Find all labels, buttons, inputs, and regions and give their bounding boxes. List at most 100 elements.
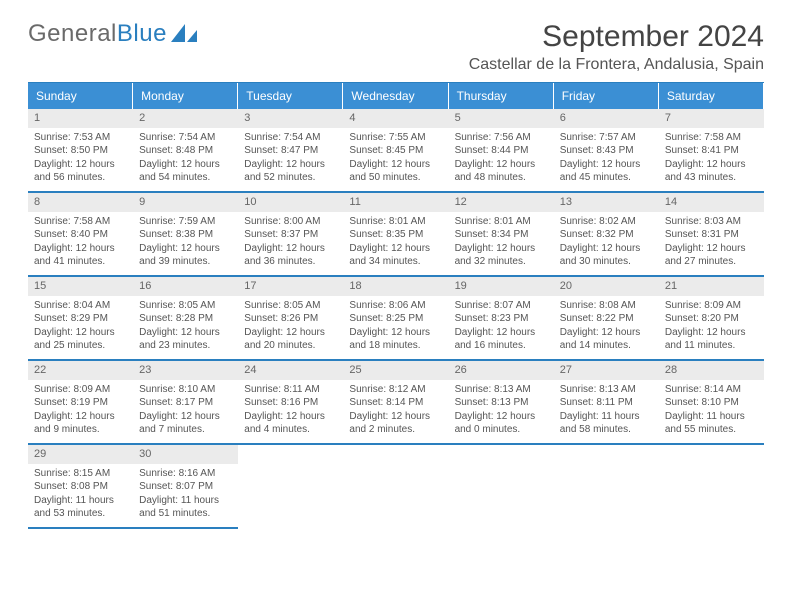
sunset-text: Sunset: 8:19 PM [34,396,127,410]
day-number: 9 [133,193,238,212]
daylight-line1: Daylight: 12 hours [139,410,232,424]
sunset-text: Sunset: 8:40 PM [34,228,127,242]
sunrise-text: Sunrise: 7:54 AM [244,131,337,145]
calendar-cell: 14Sunrise: 8:03 AMSunset: 8:31 PMDayligh… [659,193,764,277]
calendar-cell: 12Sunrise: 8:01 AMSunset: 8:34 PMDayligh… [449,193,554,277]
cell-body: Sunrise: 8:13 AMSunset: 8:11 PMDaylight:… [554,382,659,441]
calendar-cell: 24Sunrise: 8:11 AMSunset: 8:16 PMDayligh… [238,361,343,445]
sunrise-text: Sunrise: 8:05 AM [139,299,232,313]
calendar-cell: 5Sunrise: 7:56 AMSunset: 8:44 PMDaylight… [449,109,554,193]
daylight-line2: and 34 minutes. [349,255,442,269]
logo: GeneralBlue [28,20,197,48]
sunrise-text: Sunrise: 7:56 AM [455,131,548,145]
daylight-line2: and 54 minutes. [139,171,232,185]
cell-body: Sunrise: 7:54 AMSunset: 8:47 PMDaylight:… [238,130,343,189]
sunrise-text: Sunrise: 8:15 AM [34,467,127,481]
daylight-line2: and 58 minutes. [560,423,653,437]
cell-body: Sunrise: 7:55 AMSunset: 8:45 PMDaylight:… [343,130,448,189]
sunset-text: Sunset: 8:10 PM [665,396,758,410]
calendar-cell: 26Sunrise: 8:13 AMSunset: 8:13 PMDayligh… [449,361,554,445]
sunset-text: Sunset: 8:11 PM [560,396,653,410]
daylight-line1: Daylight: 11 hours [560,410,653,424]
sunset-text: Sunset: 8:20 PM [665,312,758,326]
empty-cell [659,445,764,529]
daylight-line1: Daylight: 12 hours [455,326,548,340]
day-number: 1 [28,109,133,128]
day-number: 13 [554,193,659,212]
sunset-text: Sunset: 8:28 PM [139,312,232,326]
cell-body: Sunrise: 8:15 AMSunset: 8:08 PMDaylight:… [28,466,133,525]
daylight-line2: and 56 minutes. [34,171,127,185]
calendar-cell: 25Sunrise: 8:12 AMSunset: 8:14 PMDayligh… [343,361,448,445]
daylight-line1: Daylight: 12 hours [455,158,548,172]
sunset-text: Sunset: 8:16 PM [244,396,337,410]
calendar-cell: 2Sunrise: 7:54 AMSunset: 8:48 PMDaylight… [133,109,238,193]
daylight-line2: and 27 minutes. [665,255,758,269]
sunset-text: Sunset: 8:45 PM [349,144,442,158]
cell-body: Sunrise: 8:03 AMSunset: 8:31 PMDaylight:… [659,214,764,273]
day-number: 11 [343,193,448,212]
day-number: 24 [238,361,343,380]
sunrise-text: Sunrise: 8:00 AM [244,215,337,229]
daylight-line2: and 20 minutes. [244,339,337,353]
sunset-text: Sunset: 8:17 PM [139,396,232,410]
empty-cell [343,445,448,529]
calendar-cell: 23Sunrise: 8:10 AMSunset: 8:17 PMDayligh… [133,361,238,445]
daylight-line1: Daylight: 12 hours [139,326,232,340]
calendar-grid: SundayMondayTuesdayWednesdayThursdayFrid… [28,82,764,529]
calendar-cell: 28Sunrise: 8:14 AMSunset: 8:10 PMDayligh… [659,361,764,445]
sunset-text: Sunset: 8:48 PM [139,144,232,158]
daylight-line2: and 52 minutes. [244,171,337,185]
sunset-text: Sunset: 8:08 PM [34,480,127,494]
day-header: Friday [554,83,659,109]
daylight-line2: and 23 minutes. [139,339,232,353]
daylight-line1: Daylight: 12 hours [34,242,127,256]
daylight-line1: Daylight: 12 hours [349,326,442,340]
month-title: September 2024 [469,20,764,54]
day-number: 30 [133,445,238,464]
daylight-line1: Daylight: 12 hours [244,326,337,340]
daylight-line1: Daylight: 12 hours [560,326,653,340]
sunset-text: Sunset: 8:35 PM [349,228,442,242]
sunrise-text: Sunrise: 8:04 AM [34,299,127,313]
sunrise-text: Sunrise: 8:06 AM [349,299,442,313]
calendar-cell: 13Sunrise: 8:02 AMSunset: 8:32 PMDayligh… [554,193,659,277]
daylight-line2: and 36 minutes. [244,255,337,269]
daylight-line1: Daylight: 12 hours [349,410,442,424]
daylight-line1: Daylight: 11 hours [34,494,127,508]
cell-body: Sunrise: 8:07 AMSunset: 8:23 PMDaylight:… [449,298,554,357]
cell-body: Sunrise: 8:09 AMSunset: 8:20 PMDaylight:… [659,298,764,357]
calendar-cell: 11Sunrise: 8:01 AMSunset: 8:35 PMDayligh… [343,193,448,277]
daylight-line2: and 16 minutes. [455,339,548,353]
day-header: Sunday [28,83,133,109]
sunrise-text: Sunrise: 8:08 AM [560,299,653,313]
cell-body: Sunrise: 8:16 AMSunset: 8:07 PMDaylight:… [133,466,238,525]
daylight-line1: Daylight: 12 hours [244,242,337,256]
cell-body: Sunrise: 8:08 AMSunset: 8:22 PMDaylight:… [554,298,659,357]
cell-body: Sunrise: 8:05 AMSunset: 8:26 PMDaylight:… [238,298,343,357]
daylight-line2: and 11 minutes. [665,339,758,353]
calendar-cell: 18Sunrise: 8:06 AMSunset: 8:25 PMDayligh… [343,277,448,361]
day-number: 27 [554,361,659,380]
day-number: 23 [133,361,238,380]
calendar-cell: 8Sunrise: 7:58 AMSunset: 8:40 PMDaylight… [28,193,133,277]
cell-body: Sunrise: 7:58 AMSunset: 8:41 PMDaylight:… [659,130,764,189]
sunrise-text: Sunrise: 8:11 AM [244,383,337,397]
daylight-line1: Daylight: 12 hours [665,242,758,256]
day-number: 5 [449,109,554,128]
daylight-line2: and 4 minutes. [244,423,337,437]
calendar-cell: 29Sunrise: 8:15 AMSunset: 8:08 PMDayligh… [28,445,133,529]
calendar-cell: 15Sunrise: 8:04 AMSunset: 8:29 PMDayligh… [28,277,133,361]
sunrise-text: Sunrise: 8:01 AM [349,215,442,229]
cell-body: Sunrise: 7:58 AMSunset: 8:40 PMDaylight:… [28,214,133,273]
daylight-line1: Daylight: 12 hours [455,410,548,424]
logo-text-1: General [28,20,117,48]
header: GeneralBlue September 2024 Castellar de … [28,20,764,74]
calendar-cell: 3Sunrise: 7:54 AMSunset: 8:47 PMDaylight… [238,109,343,193]
sunrise-text: Sunrise: 8:12 AM [349,383,442,397]
sunrise-text: Sunrise: 7:54 AM [139,131,232,145]
cell-body: Sunrise: 8:04 AMSunset: 8:29 PMDaylight:… [28,298,133,357]
daylight-line1: Daylight: 12 hours [244,158,337,172]
daylight-line1: Daylight: 12 hours [349,158,442,172]
daylight-line1: Daylight: 12 hours [455,242,548,256]
